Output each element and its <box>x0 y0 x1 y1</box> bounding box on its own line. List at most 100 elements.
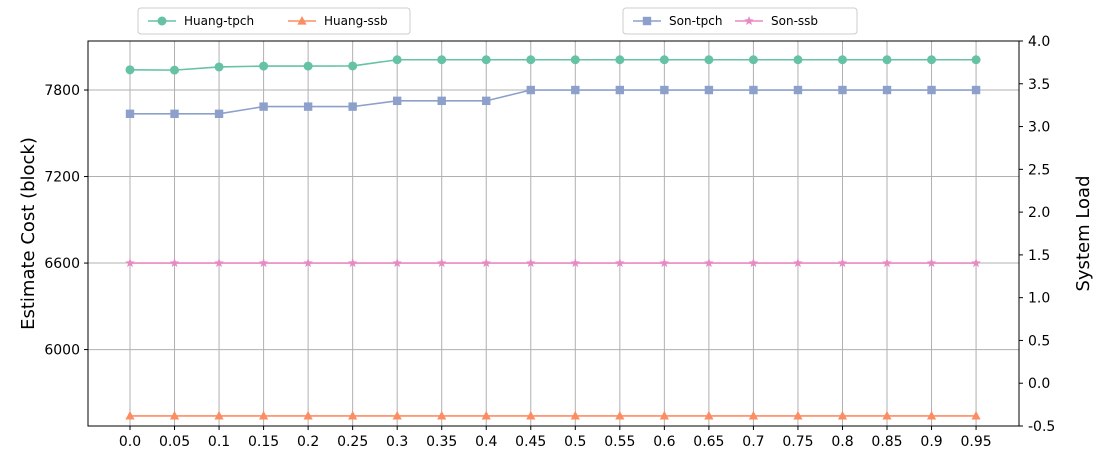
data-point-huang-ssb <box>303 410 313 420</box>
data-point-son-tpch <box>704 85 714 95</box>
data-point-son-tpch <box>482 96 491 106</box>
data-point-son-ssb <box>926 258 937 268</box>
data-point-son-ssb <box>748 258 759 268</box>
data-point-huang-ssb <box>748 410 759 420</box>
y-left-tick-label: 6000 <box>44 343 80 359</box>
data-point-son-tpch <box>838 85 847 95</box>
legends: Huang-tpch Huang-ssb Son-tpch Son-ssb <box>137 7 858 35</box>
data-point-huang-ssb <box>214 410 224 420</box>
data-point-huang-ssb <box>125 410 135 420</box>
y-right-tick-label: 3.5 <box>1028 77 1050 93</box>
data-point-son-ssb <box>659 258 670 268</box>
data-point-huang-ssb <box>615 410 625 420</box>
data-point-son-ssb <box>704 258 714 268</box>
series-line-huang-tpch <box>129 58 977 71</box>
data-point-son-ssb <box>793 258 803 268</box>
series-son-tpch <box>125 85 981 119</box>
data-point-son-tpch <box>259 102 268 111</box>
data-point-huang-tpch <box>659 55 669 65</box>
x-tick-label: 0.5 <box>564 434 586 450</box>
x-tick-label: 0.6 <box>653 434 675 450</box>
legend-label: Son-tpch <box>669 14 722 28</box>
y-right-tick-label: 0.5 <box>1028 333 1050 349</box>
data-point-huang-ssb <box>659 410 669 420</box>
legend-label: Son-ssb <box>771 14 818 28</box>
data-point-huang-ssb <box>392 410 402 420</box>
data-point-huang-tpch <box>570 55 580 65</box>
y-right-tick-label: 4.0 <box>1028 34 1050 50</box>
data-point-son-tpch <box>303 102 313 111</box>
data-point-son-ssb <box>436 258 447 268</box>
data-point-son-tpch <box>348 102 357 111</box>
x-tick-label: 0.4 <box>475 434 497 450</box>
x-tick-label: 0.05 <box>159 434 190 450</box>
data-point-son-tpch <box>125 109 135 119</box>
data-point-huang-ssb <box>971 410 981 420</box>
data-point-huang-ssb <box>481 410 491 420</box>
data-point-son-ssb <box>214 258 224 268</box>
y-right-tick-label: -0.5 <box>1028 419 1055 435</box>
data-point-huang-tpch <box>437 55 447 65</box>
series-son-ssb <box>125 258 981 268</box>
data-point-son-tpch <box>749 85 758 95</box>
data-point-huang-tpch <box>971 55 981 65</box>
data-point-son-tpch <box>392 96 402 106</box>
x-axis: 0.0 0.05 0.1 0.15 0.2 0.25 0.3 0.35 0.4 0.45 0.5 0.… <box>119 426 992 450</box>
y-axis-right-title: System Load <box>1073 175 1094 291</box>
data-point-huang-tpch <box>303 61 313 71</box>
data-point-huang-ssb <box>704 410 714 420</box>
x-tick-label: 0.85 <box>871 434 902 450</box>
legend-top-left: Huang-tpch Huang-ssb <box>137 7 411 35</box>
data-point-son-ssb <box>570 258 581 268</box>
data-point-son-ssb <box>882 258 892 268</box>
data-point-son-tpch <box>615 85 625 95</box>
legend-label: Huang-tpch <box>184 14 254 28</box>
x-tick-label: 0.1 <box>208 434 230 450</box>
x-tick-label: 0.15 <box>248 434 279 450</box>
y-right-tick-label: 3.0 <box>1028 120 1050 136</box>
x-tick-label: 0.2 <box>297 434 319 450</box>
legend-marker <box>157 16 167 26</box>
data-point-huang-tpch <box>704 55 714 65</box>
data-point-son-tpch <box>170 109 179 119</box>
data-point-son-ssb <box>125 258 135 268</box>
legend-box <box>137 7 411 35</box>
y-right-tick-label: 1.0 <box>1028 291 1050 307</box>
x-tick-label: 0.25 <box>337 434 368 450</box>
data-point-huang-ssb <box>882 410 892 420</box>
data-point-son-ssb <box>971 258 981 268</box>
data-point-huang-tpch <box>615 55 625 65</box>
data-point-huang-tpch <box>170 65 180 75</box>
data-point-huang-tpch <box>125 65 135 75</box>
data-point-huang-tpch <box>526 55 536 65</box>
data-point-huang-ssb <box>837 410 848 420</box>
x-tick-label: 0.8 <box>831 434 853 450</box>
data-point-son-tpch <box>660 85 669 95</box>
x-tick-label: 0.75 <box>782 434 813 450</box>
data-point-son-ssb <box>481 258 491 268</box>
data-point-son-ssb <box>258 258 269 268</box>
legend-label: Huang-ssb <box>324 14 388 28</box>
x-tick-label: 0.55 <box>604 434 635 450</box>
y-left-tick-label: 7800 <box>44 83 80 99</box>
data-point-son-tpch <box>437 96 446 106</box>
data-point-huang-ssb <box>570 410 580 420</box>
x-tick-label: 0.65 <box>693 434 724 450</box>
legend-top-right: Son-tpch Son-ssb <box>622 7 858 35</box>
legend-entry-huang-ssb: Huang-ssb <box>288 14 388 28</box>
data-point-huang-tpch <box>348 61 358 71</box>
series-layer <box>125 55 981 420</box>
data-point-son-tpch <box>214 109 224 119</box>
legend-marker <box>744 16 754 26</box>
data-point-huang-ssb <box>926 410 937 420</box>
legend-marker <box>297 16 307 25</box>
y-axis-left: 6000 6600 7200 7800 <box>44 83 88 359</box>
data-point-huang-tpch <box>214 62 224 72</box>
y-right-tick-label: 1.5 <box>1028 248 1050 264</box>
data-point-huang-ssb <box>793 410 803 420</box>
data-point-son-tpch <box>526 85 535 95</box>
y-right-tick-label: 0.0 <box>1028 376 1050 392</box>
data-point-huang-tpch <box>748 55 758 65</box>
data-point-huang-tpch <box>882 55 892 65</box>
